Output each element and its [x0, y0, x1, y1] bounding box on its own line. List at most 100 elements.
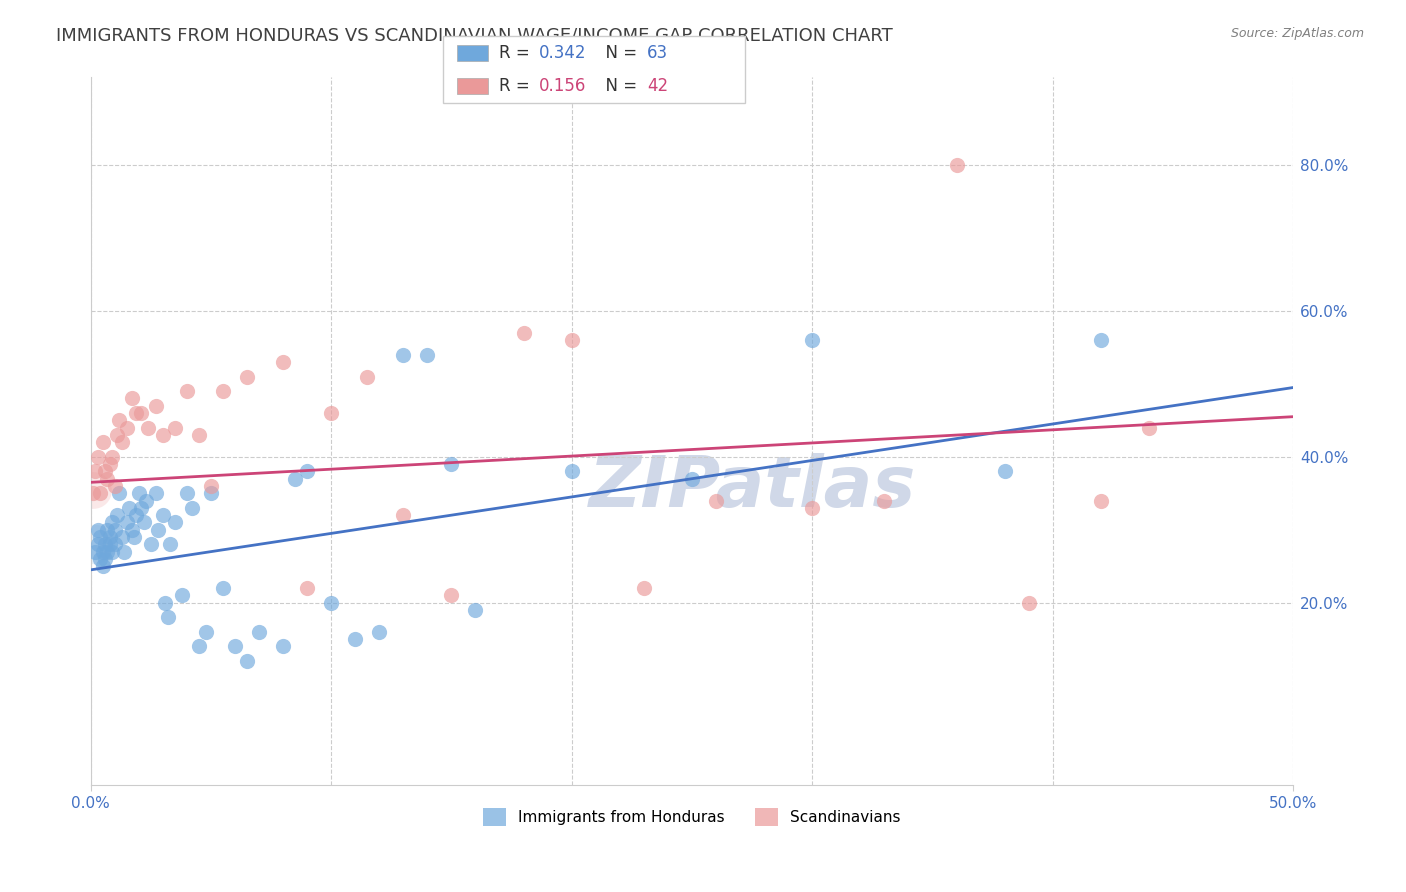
Point	[271, 640, 294, 654]
Point	[416, 348, 439, 362]
Point	[129, 406, 152, 420]
Text: R =: R =	[499, 44, 536, 62]
Point	[195, 624, 218, 639]
Point	[145, 399, 167, 413]
Point	[512, 326, 534, 340]
Point	[94, 552, 117, 566]
Point	[94, 537, 117, 551]
Point	[96, 523, 118, 537]
Point	[122, 530, 145, 544]
Point	[115, 516, 138, 530]
Point	[84, 544, 107, 558]
Point	[200, 479, 222, 493]
Point	[104, 523, 127, 537]
Point	[368, 624, 391, 639]
Point	[176, 384, 198, 398]
Point	[82, 483, 104, 497]
Point	[561, 333, 583, 347]
Point	[152, 508, 174, 523]
Point	[82, 486, 104, 500]
Point	[139, 537, 162, 551]
Point	[104, 537, 127, 551]
Point	[108, 413, 131, 427]
Point	[440, 457, 463, 471]
Point	[247, 624, 270, 639]
Text: N =: N =	[595, 77, 643, 95]
Point	[101, 516, 124, 530]
Point	[115, 420, 138, 434]
Legend: Immigrants from Honduras, Scandinavians: Immigrants from Honduras, Scandinavians	[475, 800, 908, 834]
Point	[561, 464, 583, 478]
Point	[321, 406, 343, 420]
Point	[96, 472, 118, 486]
Point	[212, 581, 235, 595]
Point	[392, 508, 415, 523]
Point	[84, 464, 107, 478]
Point	[321, 596, 343, 610]
Point	[284, 472, 307, 486]
Point	[146, 523, 169, 537]
Point	[170, 589, 193, 603]
Point	[138, 420, 160, 434]
Point	[101, 544, 124, 558]
Point	[801, 500, 824, 515]
Point	[128, 486, 150, 500]
Point	[1137, 420, 1160, 434]
Point	[89, 530, 111, 544]
Point	[801, 333, 824, 347]
Point	[98, 530, 121, 544]
Point	[91, 435, 114, 450]
Point	[112, 544, 135, 558]
Point	[295, 581, 318, 595]
Point	[91, 544, 114, 558]
Point	[1090, 333, 1112, 347]
Point	[125, 406, 148, 420]
Point	[111, 435, 134, 450]
Point	[200, 486, 222, 500]
Point	[153, 596, 176, 610]
Point	[98, 537, 121, 551]
Point	[101, 450, 124, 464]
Point	[132, 516, 155, 530]
Point	[994, 464, 1017, 478]
Point	[129, 500, 152, 515]
Point	[152, 428, 174, 442]
Point	[224, 640, 246, 654]
Point	[87, 523, 110, 537]
Point	[87, 537, 110, 551]
Point	[344, 632, 367, 647]
Point	[356, 369, 378, 384]
Point	[84, 537, 107, 551]
Text: R =: R =	[499, 77, 536, 95]
Point	[111, 530, 134, 544]
Text: IMMIGRANTS FROM HONDURAS VS SCANDINAVIAN WAGE/INCOME GAP CORRELATION CHART: IMMIGRANTS FROM HONDURAS VS SCANDINAVIAN…	[56, 27, 893, 45]
Text: 42: 42	[647, 77, 668, 95]
Point	[1018, 596, 1040, 610]
Text: ZIPatlas: ZIPatlas	[589, 453, 915, 523]
Point	[105, 508, 128, 523]
Point	[98, 457, 121, 471]
Point	[159, 537, 181, 551]
Point	[96, 544, 118, 558]
Point	[1090, 493, 1112, 508]
Point	[187, 640, 209, 654]
Point	[704, 493, 727, 508]
Point	[135, 493, 157, 508]
Point	[176, 486, 198, 500]
Text: N =: N =	[595, 44, 643, 62]
Point	[945, 158, 967, 172]
Point	[873, 493, 896, 508]
Point	[212, 384, 235, 398]
Text: Source: ZipAtlas.com: Source: ZipAtlas.com	[1230, 27, 1364, 40]
Point	[236, 654, 259, 668]
Point	[87, 450, 110, 464]
Point	[121, 523, 143, 537]
Point	[464, 603, 486, 617]
Point	[145, 486, 167, 500]
Point	[440, 589, 463, 603]
Point	[125, 508, 148, 523]
Point	[271, 355, 294, 369]
Point	[156, 610, 179, 624]
Text: 63: 63	[647, 44, 668, 62]
Point	[91, 559, 114, 574]
